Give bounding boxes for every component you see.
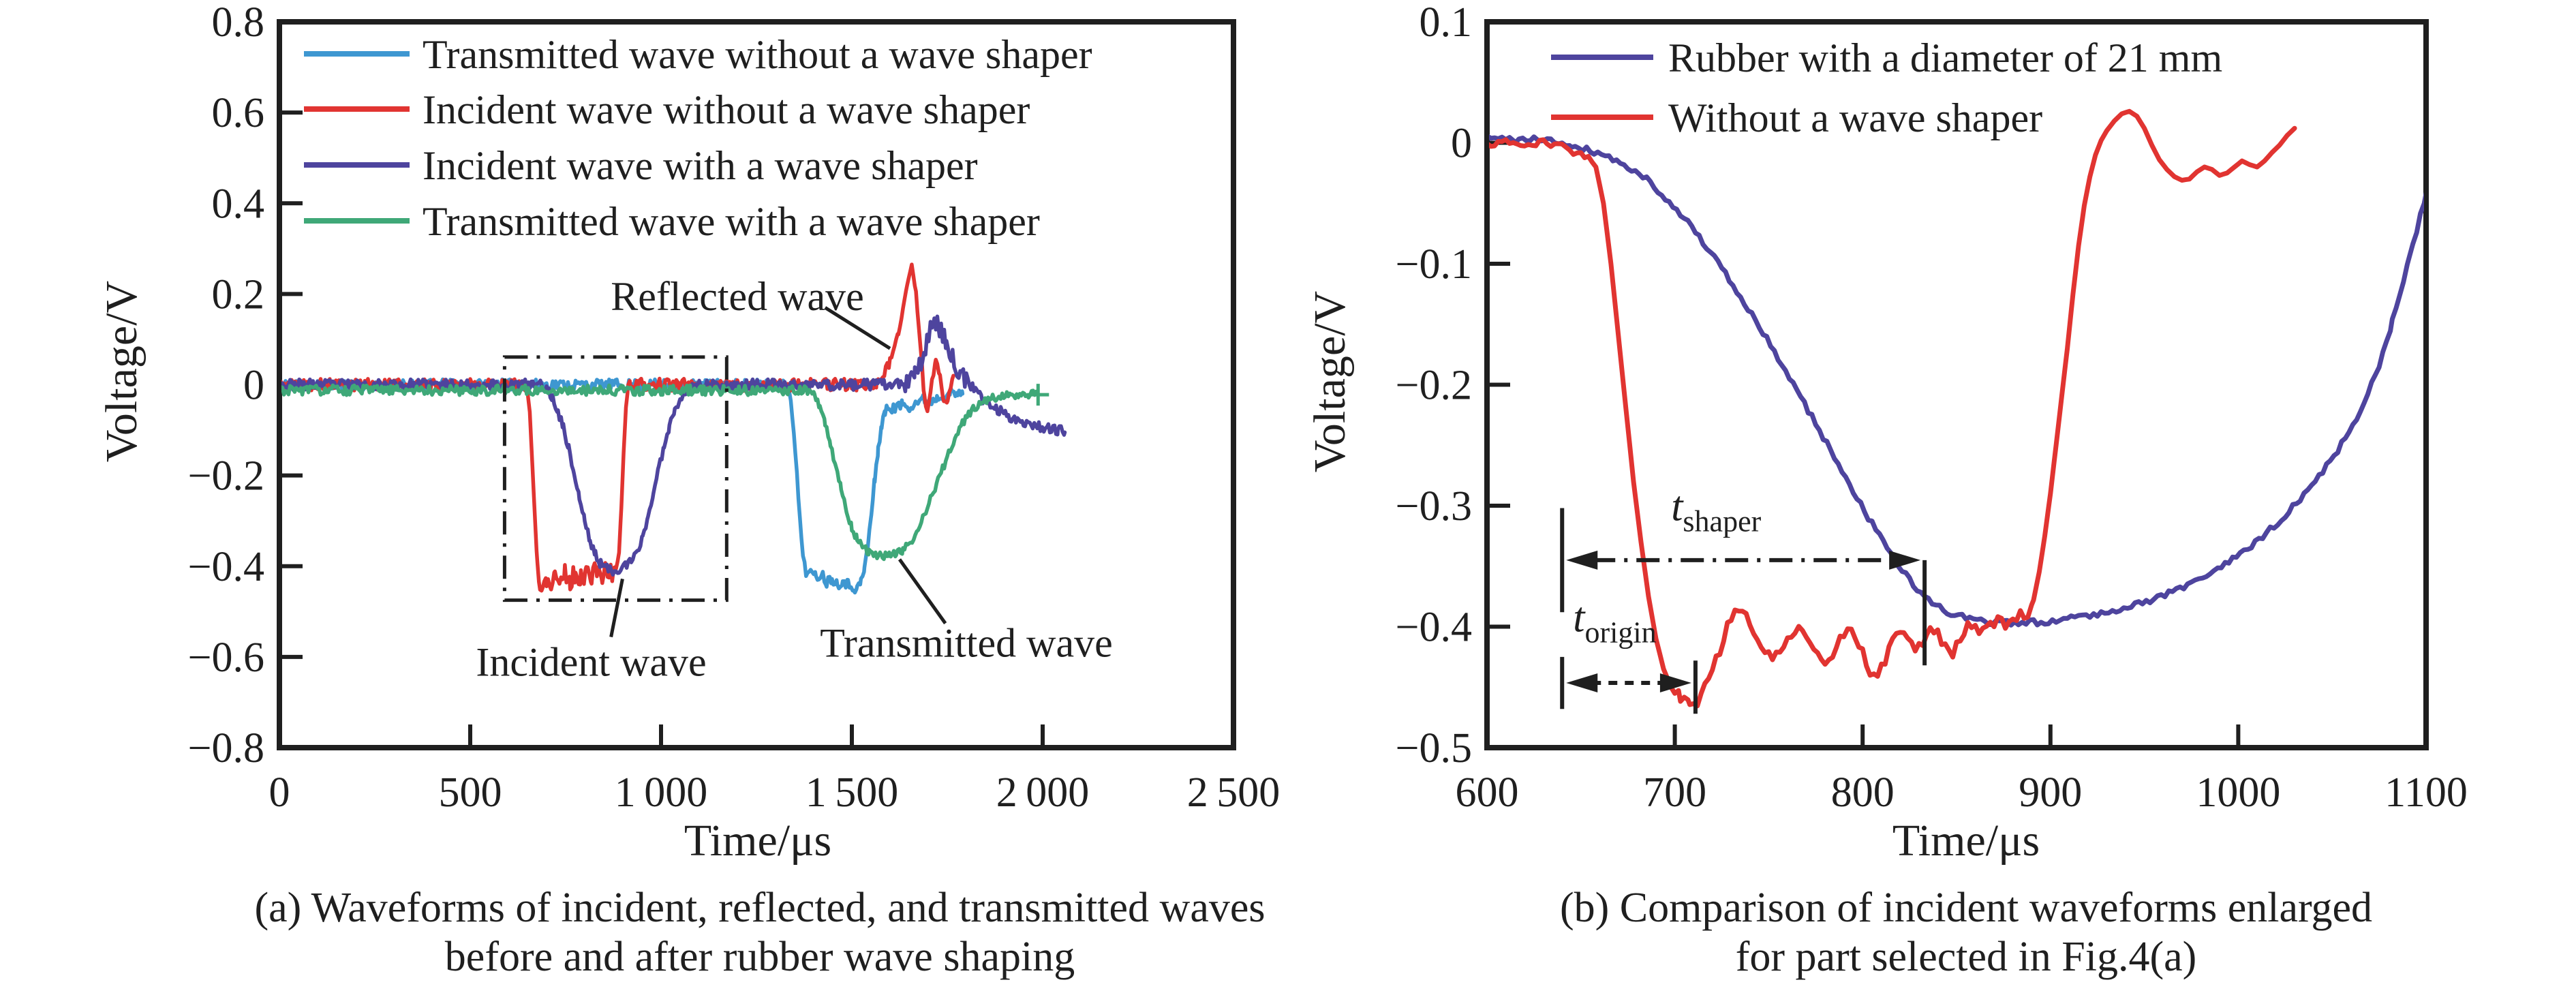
- panel-b-x-tick-label: 800: [1831, 769, 1895, 816]
- panel-b-x-tick-label: 600: [1456, 769, 1519, 816]
- panel-b-y-tick-label: 0.1: [1420, 0, 1473, 46]
- panel-b-y-tick-label: −0.3: [1396, 483, 1472, 530]
- annotation-t-shaper-label: tshaper: [1671, 483, 1761, 538]
- panel-a-y-tick-label: −0.6: [188, 635, 264, 681]
- panel-b-y-axis-title: Voltage/V: [1305, 291, 1355, 472]
- panel-b-y-tick-label: −0.1: [1396, 241, 1472, 288]
- selection-box: [502, 355, 729, 602]
- text-layer: Voltage/V Time/μs (a) Waveforms of incid…: [97, 32, 2372, 980]
- legend-a-label-1: Incident wave without a wave shaper: [423, 87, 1030, 132]
- panel-a-y-tick-label: 0.6: [212, 90, 265, 136]
- series-layer: [281, 108, 2424, 709]
- panel-a-caption-line1: (a) Waveforms of incident, reflected, an…: [254, 885, 1265, 931]
- panel-a-x-tick-label: 500: [439, 769, 502, 816]
- panel-a-y-tick-label: −0.2: [188, 453, 264, 500]
- annotation-layer: [502, 306, 1927, 714]
- panel-b-y-tick-label: 0: [1451, 121, 1472, 167]
- panel-b-legend: Rubber with a diameter of 21 mm Without …: [1551, 35, 2222, 140]
- legend-a-label-0: Transmitted wave without a wave shaper: [423, 32, 1092, 77]
- panel-a-y-axis-title: Voltage/V: [97, 281, 147, 462]
- panel-b-x-tick-label: 900: [2019, 769, 2082, 816]
- panel-a-y-tick-label: −0.8: [188, 725, 264, 772]
- series-incident-with-shaper: [281, 314, 1067, 577]
- legend-b-label-1: Without a wave shaper: [1668, 95, 2042, 140]
- panel-a-x-tick-label: 0: [269, 769, 290, 816]
- panel-b-y-tick-label: −0.2: [1396, 363, 1472, 409]
- panel-a-legend: Transmitted wave without a wave shaper I…: [304, 32, 1092, 244]
- series-without-shaper: [1489, 108, 2297, 709]
- t-shaper-arrowhead-left: [1566, 550, 1598, 570]
- panel-a-x-tick-label: 1 000: [615, 769, 707, 816]
- panel-a-x-tick-label: 1 500: [806, 769, 898, 816]
- annotation-reflected-text: Reflected wave: [611, 274, 863, 319]
- t-origin-arrowhead-right: [1659, 673, 1691, 693]
- legend-b-label-0: Rubber with a diameter of 21 mm: [1668, 35, 2222, 80]
- annotation-t-origin-label: torigin: [1573, 595, 1656, 650]
- panel-a-border: [277, 19, 1236, 750]
- panel-b-caption-line1: (b) Comparison of incident waveforms enl…: [1560, 885, 2372, 931]
- panel-b-y-tick-label: −0.5: [1396, 725, 1472, 772]
- legend-a-label-3: Transmitted wave with a wave shaper: [423, 199, 1040, 244]
- panel-b-border: [1484, 19, 2429, 750]
- panel-a-y-tick-label: 0.8: [212, 0, 265, 46]
- panel-b-x-tick-label: 1100: [2385, 769, 2468, 816]
- panel-b-y-tick-label: −0.4: [1396, 605, 1472, 651]
- panel-b-x-axis-title: Time/μs: [1892, 816, 2040, 866]
- annotation-transmitted-leader: [898, 558, 947, 625]
- t-shaper-arrowhead-right: [1889, 550, 1921, 570]
- panel-a-x-axis-title: Time/μs: [684, 816, 831, 866]
- panel-a-y-tick-label: 0.4: [212, 181, 265, 227]
- panel-a-x-tick-label: 2 500: [1187, 769, 1280, 816]
- axes-layer: 0 500 1 000 1 500 2 000 2 5000.80.60.40.20−0.…: [188, 0, 2468, 816]
- panel-b-x-tick-label: 1000: [2196, 769, 2280, 816]
- series-rubber-21mm: [1489, 134, 2424, 628]
- annotation-reflected-leader: [824, 306, 891, 350]
- legend-a-label-2: Incident wave with a wave shaper: [423, 143, 978, 188]
- panel-a-y-tick-label: −0.4: [188, 544, 264, 590]
- panel-a-y-tick-label: 0.2: [212, 271, 265, 318]
- panel-a-x-tick-label: 2 000: [996, 769, 1089, 816]
- panel-b-x-tick-label: 700: [1643, 769, 1706, 816]
- panel-a-caption-line2: before and after rubber wave shaping: [445, 934, 1075, 980]
- annotation-transmitted-text: Transmitted wave: [820, 621, 1112, 666]
- panel-a-y-tick-label: 0: [243, 363, 264, 409]
- annotation-incident-leader: [609, 578, 624, 638]
- series-transmitted-with-shaper: [281, 383, 1041, 562]
- panel-b-caption-line2: for part selected in Fig.4(a): [1736, 934, 2197, 980]
- annotation-incident-text: Incident wave: [476, 640, 706, 685]
- t-origin-arrowhead-left: [1566, 673, 1598, 693]
